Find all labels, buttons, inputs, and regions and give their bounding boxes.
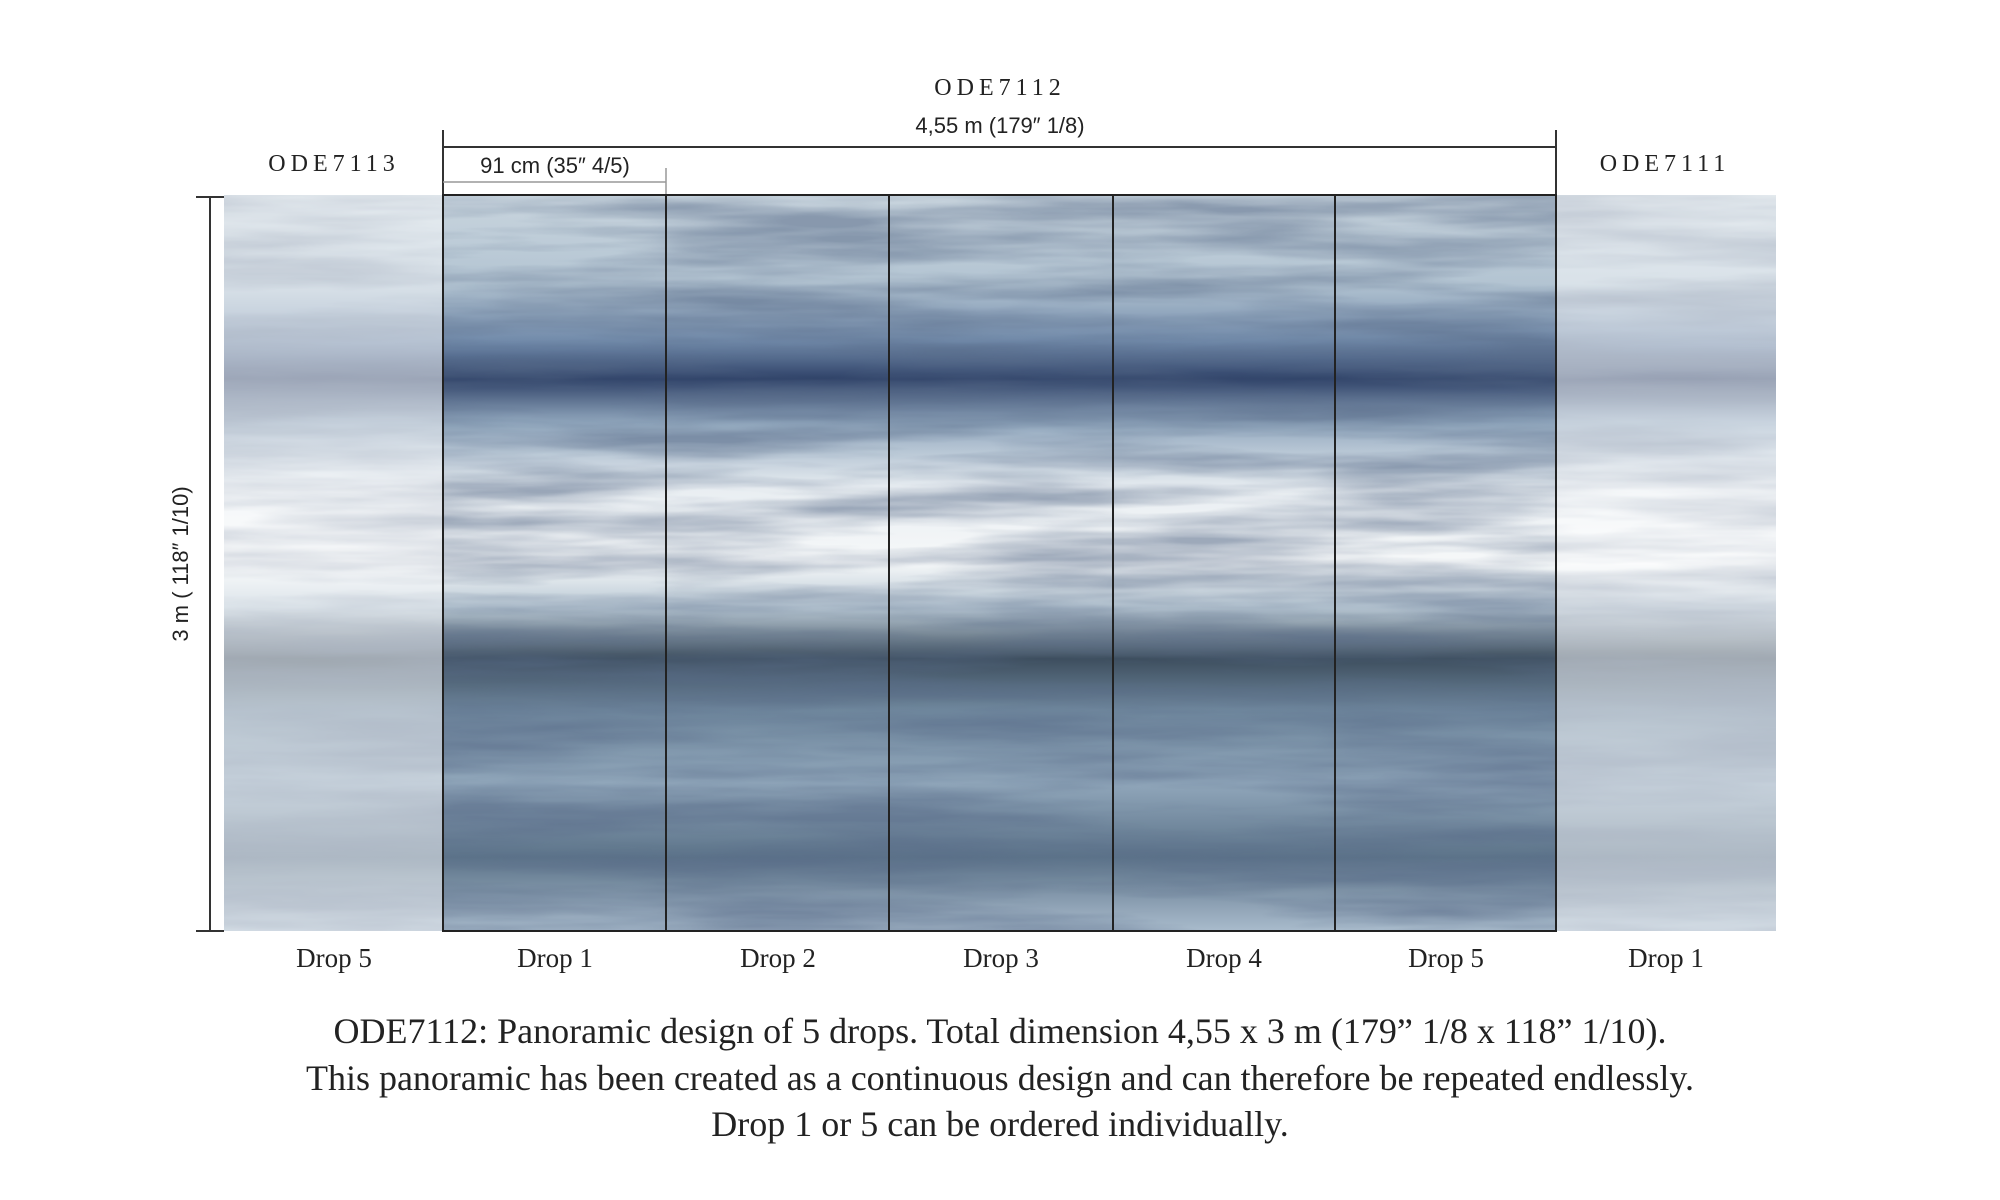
right-code: ODE7111 bbox=[1600, 151, 1731, 177]
caption-line: ODE7112: Panoramic design of 5 drops. To… bbox=[334, 1011, 1667, 1051]
caption-line: Drop 1 or 5 can be ordered individually. bbox=[711, 1104, 1289, 1144]
height-label: 3 m ( 118″ 1/10) bbox=[168, 486, 193, 641]
drop-label: Drop 1 bbox=[517, 943, 593, 973]
marble-veins bbox=[224, 195, 1776, 931]
drop-label: Drop 3 bbox=[963, 943, 1039, 973]
panel-code: ODE7112 bbox=[934, 75, 1065, 101]
left-code: ODE7113 bbox=[268, 151, 399, 177]
panel-frame bbox=[442, 194, 1557, 932]
total-width: 4,55 m (179″ 1/8) bbox=[915, 113, 1084, 138]
right-panel-fade bbox=[1556, 195, 1776, 931]
caption-line: This panoramic has been created as a con… bbox=[306, 1058, 1694, 1098]
left-panel-fade bbox=[224, 195, 443, 931]
drop-label: Drop 4 bbox=[1186, 943, 1262, 973]
drop-label: Drop 5 bbox=[296, 943, 372, 973]
drop-width: 91 cm (35″ 4/5) bbox=[480, 153, 630, 178]
drop-label: Drop 5 bbox=[1408, 943, 1484, 973]
drop-label: Drop 2 bbox=[740, 943, 816, 973]
drop-label: Drop 1 bbox=[1628, 943, 1704, 973]
